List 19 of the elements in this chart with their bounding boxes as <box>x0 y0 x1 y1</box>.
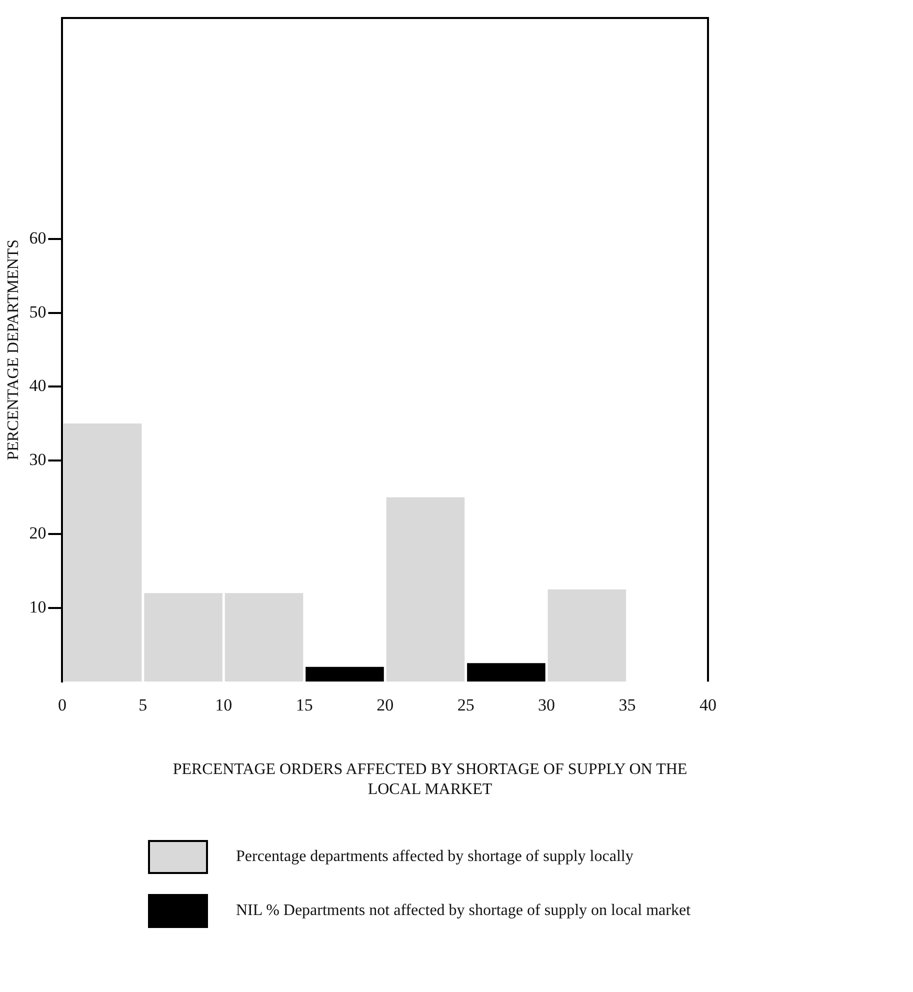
x-tick-label: 35 <box>618 695 636 714</box>
x-tick-label: 25 <box>457 695 474 714</box>
x-tick-label: 0 <box>58 695 66 714</box>
y-tick-label: 10 <box>29 597 46 616</box>
y-tick-label: 50 <box>29 302 46 322</box>
x-tick-label: 30 <box>538 695 556 714</box>
x-tick-label: 40 <box>700 695 716 714</box>
y-axis-title: PERCENTAGE DEPARTMENTS <box>4 239 22 460</box>
y-tick-label: 20 <box>29 524 46 543</box>
legend-label: NIL % Departments not affected by shortage of supply on local market <box>236 902 691 920</box>
x-axis-title: PERCENTAGE ORDERS AFFECTED BY SHORTAGE OF SUPPLY ON THE LOCAL MARKET <box>172 760 688 800</box>
legend-label: Percentage departments affected by shortage of supply locally <box>236 848 634 866</box>
y-tick-label: 30 <box>29 450 46 469</box>
x-tick-label: 15 <box>296 695 313 714</box>
x-tick-label: 10 <box>215 695 232 714</box>
x-tick-label: 20 <box>376 695 394 714</box>
y-tick-label: 60 <box>29 228 46 248</box>
y-tick-label: 40 <box>29 376 46 396</box>
x-tick-label: 5 <box>138 695 148 714</box>
